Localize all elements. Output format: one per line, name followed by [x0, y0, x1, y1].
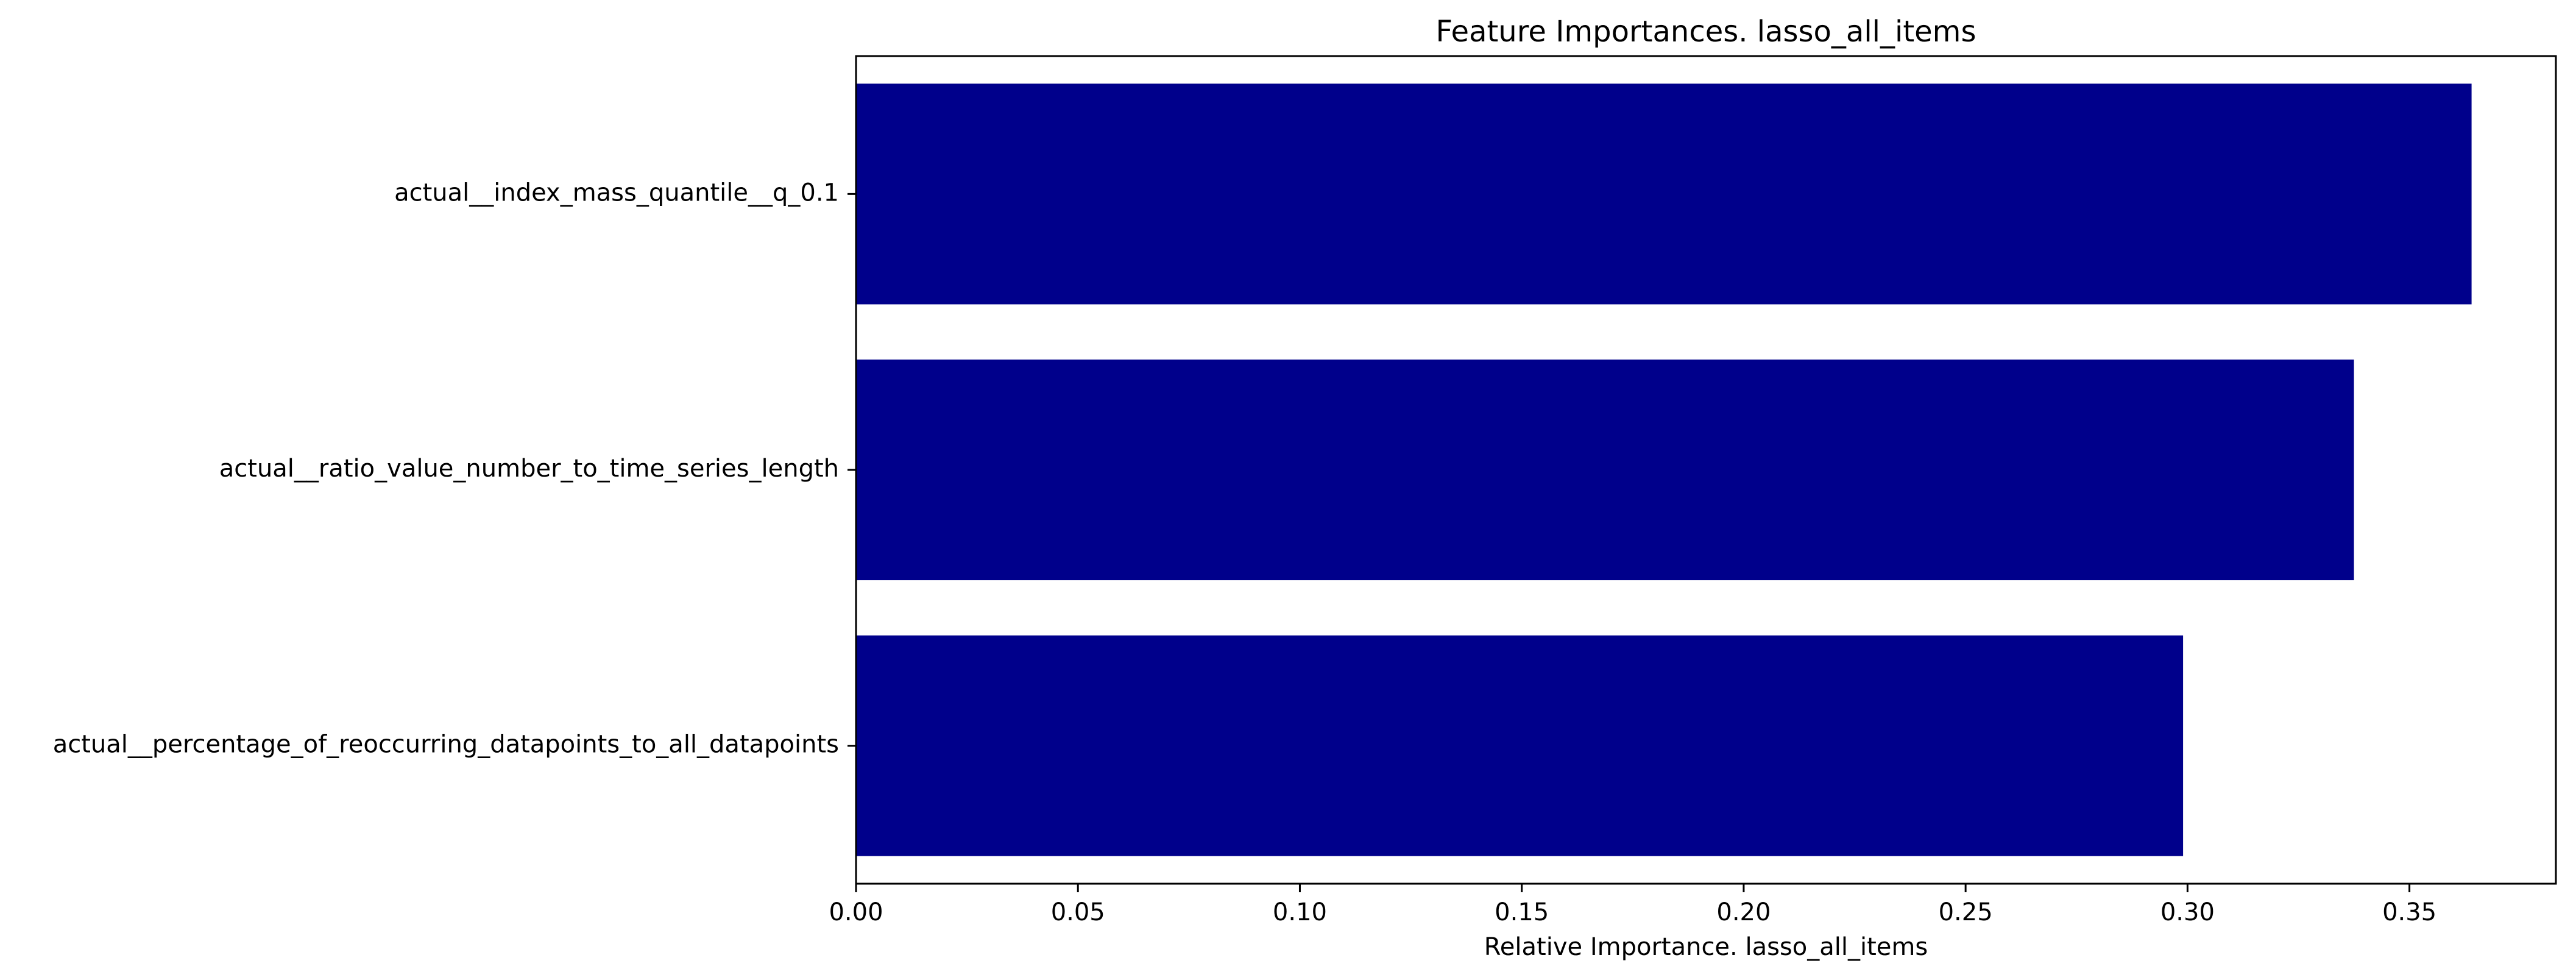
y-tick-label: actual__index_mass_quantile__q_0.1 — [394, 179, 839, 207]
bars-layer — [856, 83, 2472, 856]
y-tick-label: actual__percentage_of_reoccurring_datapo… — [53, 731, 839, 759]
x-axis-label: Relative Importance. lasso_all_items — [1484, 933, 1928, 961]
x-tick-label: 0.00 — [829, 898, 883, 926]
x-tick-label: 0.35 — [2382, 898, 2436, 926]
x-tick-label: 0.10 — [1273, 898, 1327, 926]
chart-title: Feature Importances. lasso_all_items — [1435, 15, 1976, 49]
x-tick-label: 0.20 — [1716, 898, 1771, 926]
bar-2 — [856, 359, 2354, 581]
bar-3 — [856, 635, 2184, 856]
x-tick-label: 0.25 — [1939, 898, 1993, 926]
x-tick-label: 0.30 — [2160, 898, 2215, 926]
bar-1 — [856, 83, 2472, 305]
x-tick-label: 0.15 — [1495, 898, 1549, 926]
y-tick-label: actual__ratio_value_number_to_time_serie… — [219, 455, 839, 483]
ticks-layer: actual__index_mass_quantile__q_0.1actual… — [53, 179, 2436, 926]
x-tick-label: 0.05 — [1051, 898, 1105, 926]
